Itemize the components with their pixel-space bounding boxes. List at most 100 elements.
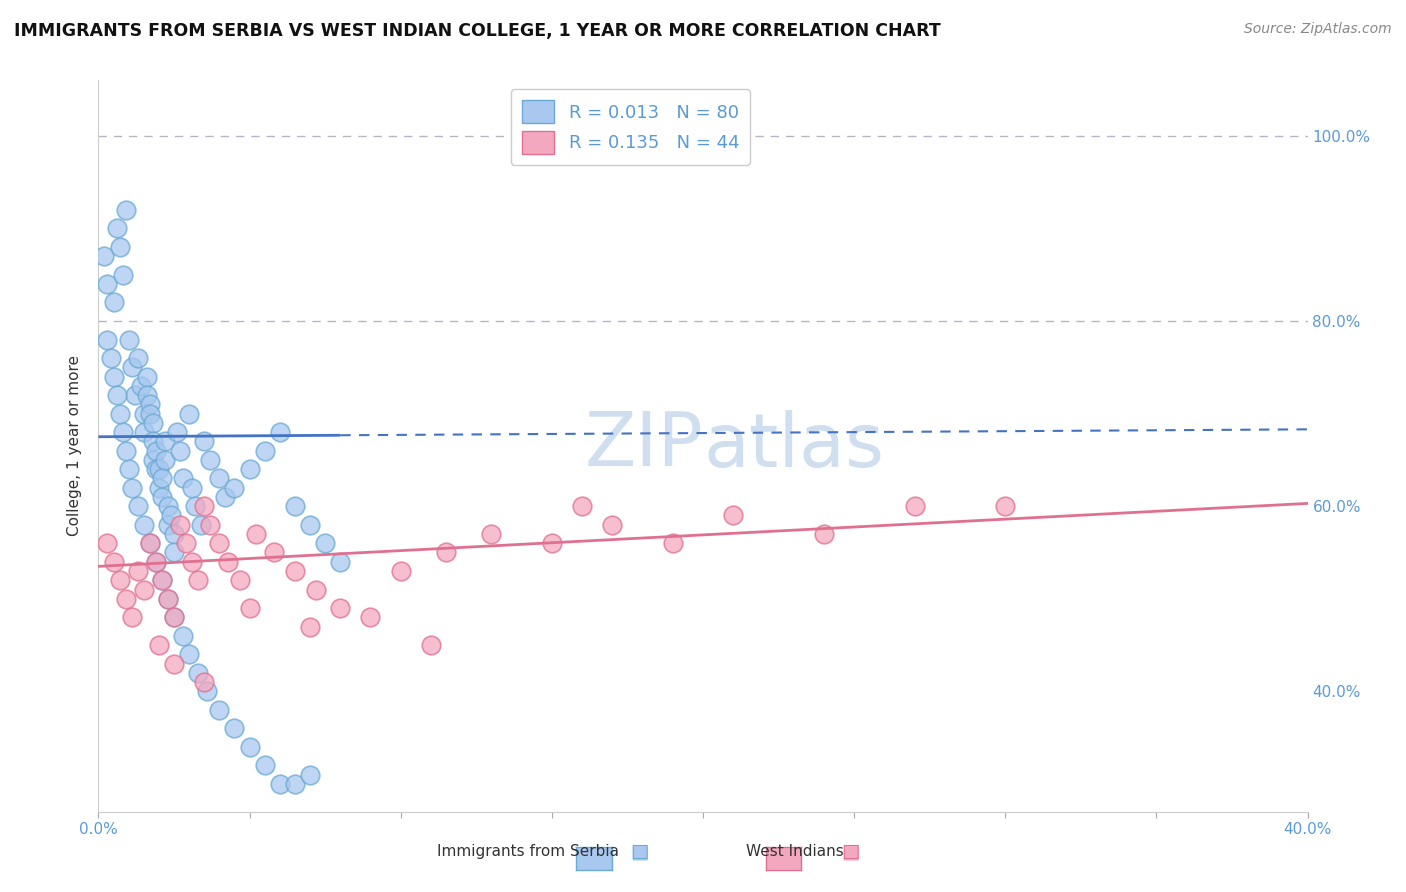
Point	[420, 638, 443, 652]
Point	[163, 657, 186, 671]
Point	[208, 536, 231, 550]
Point	[108, 407, 131, 421]
Point	[111, 425, 134, 439]
Point	[103, 369, 125, 384]
Point	[108, 574, 131, 588]
Point	[105, 388, 128, 402]
Point	[661, 536, 683, 550]
Point	[96, 333, 118, 347]
Point	[200, 453, 222, 467]
Point	[163, 545, 186, 559]
Point	[132, 407, 155, 421]
Point	[284, 564, 307, 578]
Point	[329, 555, 352, 569]
Point	[208, 703, 231, 717]
Point	[142, 434, 165, 449]
Point	[129, 379, 152, 393]
Point	[148, 481, 170, 495]
Point	[269, 425, 291, 439]
Point	[269, 777, 291, 791]
Text: West Indians: West Indians	[745, 845, 844, 859]
Point	[150, 471, 173, 485]
Point	[174, 536, 197, 550]
Point	[540, 536, 562, 550]
Point	[224, 722, 246, 736]
Point	[217, 555, 239, 569]
Point	[284, 499, 307, 513]
Point	[103, 295, 125, 310]
Point	[193, 675, 215, 690]
Point	[118, 462, 141, 476]
Point	[135, 388, 157, 402]
Point	[481, 527, 503, 541]
Point	[187, 665, 209, 680]
Point	[121, 481, 143, 495]
Point	[360, 610, 382, 624]
Text: Source: ZipAtlas.com: Source: ZipAtlas.com	[1244, 22, 1392, 37]
Point	[181, 555, 204, 569]
Point	[100, 351, 122, 365]
Y-axis label: College, 1 year or more: College, 1 year or more	[67, 356, 83, 536]
Point	[132, 517, 155, 532]
Text: □: □	[630, 842, 650, 862]
Point	[299, 517, 322, 532]
Point	[139, 536, 162, 550]
Point	[145, 555, 167, 569]
Point	[253, 758, 276, 772]
Point	[156, 591, 179, 606]
Point	[127, 351, 149, 365]
Point	[187, 574, 209, 588]
Point	[145, 462, 167, 476]
Point	[184, 499, 207, 513]
Point	[105, 221, 128, 235]
Point	[169, 517, 191, 532]
Point	[284, 777, 307, 791]
Point	[148, 638, 170, 652]
Point	[329, 601, 352, 615]
Point	[190, 517, 212, 532]
Point	[132, 425, 155, 439]
Point	[153, 453, 176, 467]
Point	[263, 545, 285, 559]
Point	[108, 240, 131, 254]
Point	[299, 619, 322, 633]
Point	[229, 574, 252, 588]
Point	[163, 610, 186, 624]
Point	[200, 517, 222, 532]
Text: ■: ■	[841, 842, 860, 862]
Point	[314, 536, 336, 550]
Point	[150, 490, 173, 504]
Point	[181, 481, 204, 495]
Point	[156, 499, 179, 513]
Point	[111, 268, 134, 282]
Point	[163, 527, 186, 541]
Point	[127, 564, 149, 578]
Point	[239, 601, 262, 615]
Text: ZIP: ZIP	[585, 409, 703, 483]
Point	[172, 471, 194, 485]
Point	[114, 591, 136, 606]
Point	[179, 648, 201, 662]
Point	[169, 443, 191, 458]
Point	[124, 388, 146, 402]
Point	[208, 471, 231, 485]
Point	[135, 369, 157, 384]
Point	[602, 517, 624, 532]
Point	[142, 453, 165, 467]
Point	[994, 499, 1017, 513]
Point	[114, 443, 136, 458]
Point	[153, 434, 176, 449]
Point	[904, 499, 927, 513]
Point	[389, 564, 412, 578]
Point	[245, 527, 267, 541]
Point	[193, 499, 215, 513]
Point	[150, 574, 173, 588]
Point	[145, 443, 167, 458]
Point	[148, 462, 170, 476]
Point	[103, 555, 125, 569]
Point	[193, 434, 215, 449]
Point	[121, 360, 143, 375]
Point	[723, 508, 745, 523]
Text: Immigrants from Serbia: Immigrants from Serbia	[437, 845, 619, 859]
Point	[172, 629, 194, 643]
